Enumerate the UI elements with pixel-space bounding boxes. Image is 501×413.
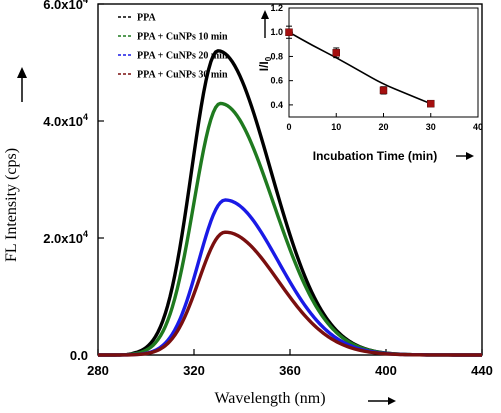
inset-points: [285, 25, 435, 108]
inset-data-point: [332, 47, 340, 59]
legend-label: PPA + CuNPs 10 min: [137, 32, 228, 43]
main-y-tick-label: 2.0x104: [43, 229, 88, 246]
inset-y-tick-label: 1.2: [270, 3, 283, 13]
inset-y-tick-label: 1.0: [270, 27, 283, 37]
inset-x-tick-label: 40: [473, 122, 483, 132]
inset-x-ticks: 0 10 20 30 40: [286, 113, 483, 132]
x-axis-arrow: [368, 397, 396, 405]
main-x-tick-label: 400: [375, 363, 397, 378]
inset-data-point: [427, 99, 435, 108]
inset-x-arrow: [456, 152, 474, 160]
main-y-tick-label: 6.0x104: [43, 0, 88, 12]
main-x-tick-label: 440: [471, 363, 493, 378]
inset-y-arrow: [261, 10, 269, 38]
x-axis-title: Wavelength (nm): [214, 390, 325, 407]
inset-fit-path: [288, 31, 432, 105]
inset-x-tick-label: 0: [286, 122, 291, 132]
y-axis-title: FL Intensity (cps): [3, 148, 20, 262]
inset-y-tick-label: 0.8: [270, 51, 283, 61]
legend-label: PPA: [137, 13, 156, 24]
y-axis-arrow: [17, 67, 27, 102]
main-y-tick-label: 0.0: [70, 348, 88, 363]
legend: PPA PPA + CuNPs 10 min PPA + CuNPs 20 min P…: [118, 13, 228, 81]
inset-y-tick-label: 0.6: [270, 76, 283, 86]
series-line-4: [98, 230, 482, 357]
legend-label: PPA + CuNPs 20 min: [137, 51, 228, 62]
main-curves: [98, 49, 482, 357]
series-line-3: [98, 198, 482, 357]
main-x-tick-label: 360: [279, 363, 301, 378]
legend-label: PPA + CuNPs 30 min: [137, 70, 228, 81]
series-line-2: [98, 101, 482, 357]
main-y-ticks: 0.0 2.0x104 4.0x104 6.0x104: [43, 0, 104, 363]
inset-marker: [332, 49, 340, 57]
inset-marker: [427, 99, 435, 108]
main-y-tick-label: 4.0x104: [43, 112, 88, 129]
inset-marker: [285, 28, 293, 36]
inset-x-tick-label: 10: [331, 122, 341, 132]
main-x-tick-label: 280: [87, 363, 109, 378]
main-x-tick-label: 320: [183, 363, 205, 378]
inset-data-point: [379, 86, 388, 95]
inset-x-axis-title: Incubation Time (min): [313, 149, 437, 163]
inset-data-point: [285, 25, 293, 39]
inset-marker: [379, 86, 388, 95]
inset-fit-line: [288, 31, 432, 105]
inset-y-tick-label: 0.4: [270, 100, 283, 110]
inset-y-axis-title: I/I0: [257, 56, 273, 71]
inset-plot-frame: [288, 7, 479, 118]
inset-x-tick-label: 30: [426, 122, 436, 132]
main-x-ticks: 280 320 360 400 440: [87, 349, 493, 378]
inset-x-tick-label: 20: [378, 122, 388, 132]
